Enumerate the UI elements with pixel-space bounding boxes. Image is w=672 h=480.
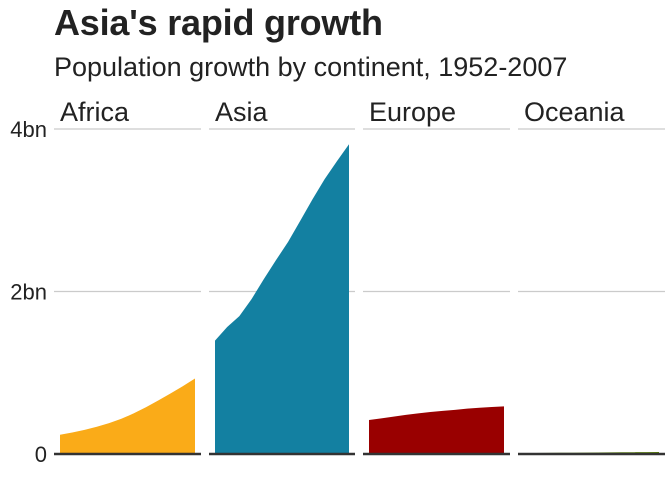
facet-label-europe: Europe (369, 97, 456, 127)
chart-title: Asia's rapid growth (54, 2, 383, 43)
area-europe (369, 406, 504, 454)
area-africa (60, 378, 195, 454)
y-tick-label-0: 0 (35, 442, 47, 467)
facet-label-asia: Asia (215, 97, 269, 127)
chart-subtitle: Population growth by continent, 1952-200… (54, 52, 568, 82)
y-tick-label-2bn: 2bn (10, 280, 47, 305)
facet-label-oceania: Oceania (524, 97, 626, 127)
facet-label-africa: Africa (60, 97, 130, 127)
area-asia (215, 144, 349, 454)
y-tick-label-4bn: 4bn (10, 117, 47, 142)
